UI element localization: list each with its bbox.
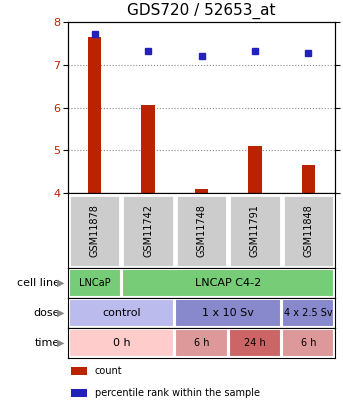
Text: 0 h: 0 h [113,338,130,348]
Bar [283,194,334,266]
Bar [69,329,174,357]
Text: LNCAP C4-2: LNCAP C4-2 [195,278,261,288]
Text: GSM11748: GSM11748 [197,204,206,257]
Title: GDS720 / 52653_at: GDS720 / 52653_at [127,3,276,19]
Text: percentile rank within the sample: percentile rank within the sample [95,388,260,398]
Bar [195,189,208,193]
Text: LNCaP: LNCaP [79,278,110,288]
Text: dose: dose [34,308,60,318]
Bar [122,269,334,297]
Bar [175,299,281,327]
Bar [301,165,315,193]
Text: GSM11742: GSM11742 [143,204,153,257]
Bar [71,389,87,397]
Bar [176,194,227,266]
Text: ▶: ▶ [57,278,64,288]
Text: GSM11848: GSM11848 [303,204,313,257]
Bar [229,194,281,266]
Text: 24 h: 24 h [244,338,266,348]
Bar [141,105,155,193]
Text: ▶: ▶ [57,308,64,318]
Text: control: control [102,308,141,318]
Text: cell line: cell line [17,278,60,288]
Bar [69,269,121,297]
Bar [69,299,174,327]
Bar [282,329,334,357]
Bar [229,329,281,357]
Text: time: time [35,338,60,348]
Bar [248,146,262,193]
Text: 1 x 10 Sv: 1 x 10 Sv [202,308,254,318]
Bar [122,194,174,266]
Text: ▶: ▶ [57,338,64,348]
Text: GSM11878: GSM11878 [90,204,100,257]
Text: 6 h: 6 h [300,338,316,348]
Bar [69,194,120,266]
Bar [71,367,87,375]
Bar [88,37,102,193]
Text: count: count [95,366,122,376]
Bar [175,329,228,357]
Text: 4 x 2.5 Sv: 4 x 2.5 Sv [284,308,333,318]
Bar [282,299,334,327]
Text: GSM11791: GSM11791 [250,204,260,257]
Text: 6 h: 6 h [194,338,209,348]
